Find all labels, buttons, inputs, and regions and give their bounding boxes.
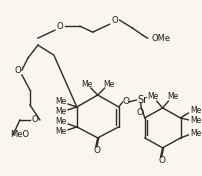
Text: O: O bbox=[122, 98, 129, 106]
Text: OMe: OMe bbox=[152, 34, 171, 43]
Text: O: O bbox=[32, 115, 38, 124]
Text: Me: Me bbox=[167, 92, 178, 102]
Text: Me: Me bbox=[190, 129, 201, 138]
Text: Me: Me bbox=[81, 80, 92, 89]
Text: O: O bbox=[15, 65, 21, 75]
Text: O: O bbox=[136, 108, 143, 117]
Text: O: O bbox=[93, 146, 100, 155]
Text: O: O bbox=[57, 22, 63, 31]
Text: Me: Me bbox=[147, 92, 158, 102]
Text: Me: Me bbox=[55, 107, 66, 117]
Text: Sr: Sr bbox=[138, 95, 148, 105]
Text: O: O bbox=[111, 16, 118, 25]
Text: Me: Me bbox=[55, 98, 66, 106]
Text: Me: Me bbox=[55, 127, 66, 136]
Text: Me: Me bbox=[190, 116, 201, 125]
Text: O: O bbox=[158, 156, 165, 165]
Text: Me: Me bbox=[103, 80, 114, 89]
Text: Me: Me bbox=[55, 117, 66, 126]
Text: Me: Me bbox=[190, 106, 201, 115]
Text: MeO: MeO bbox=[10, 130, 29, 139]
